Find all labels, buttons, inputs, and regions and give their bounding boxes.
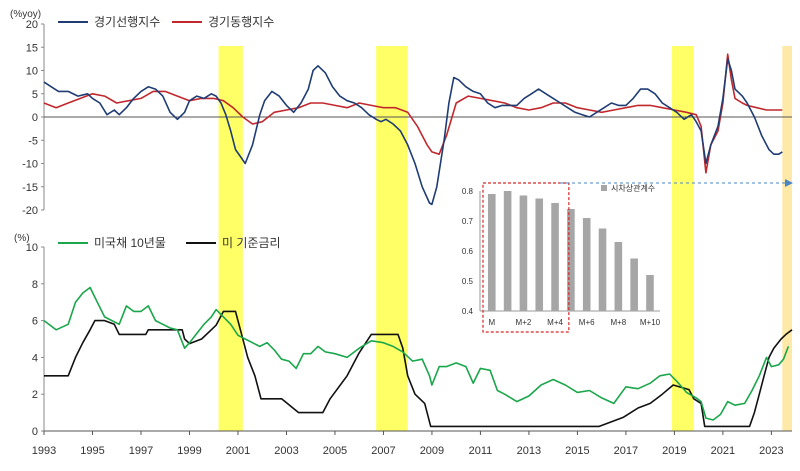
inset-bar-M+4 bbox=[551, 203, 559, 311]
inset-highlight-box bbox=[482, 182, 570, 333]
series-line-ust-10y bbox=[43, 286, 790, 421]
legend-leading-index-label: 경기선행지수 bbox=[94, 14, 160, 29]
inset-x-tick-label: M+6 bbox=[579, 318, 595, 327]
legend-ust-10y-label: 미국채 10년물 bbox=[94, 236, 166, 250]
inset-x-tick-label: M+10 bbox=[640, 318, 661, 327]
top-y-tick-label: -10 bbox=[22, 159, 38, 171]
top-y-tick-label: 15 bbox=[26, 42, 38, 54]
x-tick-label: 2023 bbox=[759, 445, 783, 457]
inset-bar-M+7 bbox=[598, 228, 607, 311]
shade-period-3 bbox=[671, 46, 694, 431]
inset-y-tick-label: 0.7 bbox=[462, 217, 474, 226]
x-tick-label: 1995 bbox=[80, 445, 104, 457]
x-tick-label: 1999 bbox=[177, 445, 201, 457]
inset-y-tick-label: 0.8 bbox=[462, 187, 474, 196]
arrow-head bbox=[785, 179, 793, 187]
bottom-y-tick-label: 2 bbox=[32, 389, 38, 401]
top-y-tick-label: 0 bbox=[32, 112, 38, 124]
inset-x-tick-label: M+4 bbox=[547, 318, 563, 327]
shade-period-2 bbox=[376, 46, 408, 431]
x-tick-label: 2019 bbox=[662, 445, 686, 457]
inset-bar-chart: 0.8 0.7 0.6 0.5 0.4 M M+2 M+4 M+6 M+8 M+10 시차상관계수 bbox=[444, 178, 666, 338]
x-tick-label: 2007 bbox=[371, 445, 395, 457]
inset-bar-M+5 bbox=[567, 209, 575, 311]
bottom-y-tick-label: 8 bbox=[32, 279, 38, 291]
shade-period-1 bbox=[218, 46, 243, 431]
inset-bar-M+3 bbox=[535, 198, 544, 311]
bottom-y-tick-label: 0 bbox=[32, 426, 38, 438]
top-y-unit: (%yoy) bbox=[10, 9, 41, 20]
x-tick-label: 2003 bbox=[274, 445, 298, 457]
inset-x-tick-label: M+2 bbox=[516, 318, 532, 327]
series-lines bbox=[43, 53, 793, 428]
series-line-fed-funds-rate bbox=[44, 310, 793, 428]
inset-y-tick-label: 0.4 bbox=[462, 307, 474, 316]
inset-y-tick-label: 0.6 bbox=[462, 247, 474, 256]
series-line-leading-index bbox=[43, 58, 783, 206]
inset-x-tick-label: M bbox=[488, 318, 495, 327]
x-tick-label: 2021 bbox=[711, 445, 735, 457]
shade-period-4 bbox=[782, 46, 792, 431]
bottom-y-tick-label: 4 bbox=[32, 352, 38, 364]
x-tick-label: 2001 bbox=[226, 445, 250, 457]
x-tick-label: 2017 bbox=[614, 445, 638, 457]
x-tick-label: 1993 bbox=[32, 445, 56, 457]
x-tick-label: 2011 bbox=[469, 445, 493, 457]
top-y-tick-label: 10 bbox=[26, 66, 38, 78]
inset-bar-M+2 bbox=[519, 195, 528, 311]
x-tick-label: 2015 bbox=[565, 445, 589, 457]
bottom-y-tick-label: 6 bbox=[32, 316, 38, 328]
x-tick-label: 2009 bbox=[420, 445, 444, 457]
top-y-tick-label: 5 bbox=[32, 89, 38, 101]
reference-arrow bbox=[560, 179, 793, 187]
x-tick-label: 2013 bbox=[517, 445, 541, 457]
x-tick-label: 2005 bbox=[323, 445, 347, 457]
inset-legend-swatch bbox=[601, 185, 607, 191]
inset-bar-M+8 bbox=[614, 242, 623, 311]
inset-y-tick-label: 0.5 bbox=[462, 277, 474, 286]
legend-fed-funds-rate-label: 미 기준금리 bbox=[222, 236, 281, 250]
x-tick-label: 1997 bbox=[129, 445, 153, 457]
inset-x-tick-label: M+8 bbox=[610, 318, 626, 327]
top-y-tick-label: 20 bbox=[26, 19, 38, 31]
bottom-y-tick-label: 10 bbox=[26, 242, 38, 254]
bottom-y-unit: (%) bbox=[14, 233, 30, 244]
inset-bar-M bbox=[488, 194, 496, 311]
inset-bar-M+1 bbox=[503, 191, 512, 311]
top-y-tick-label: -20 bbox=[22, 205, 38, 217]
inset-bar-M+9 bbox=[630, 258, 638, 311]
inset-bar-M+10 bbox=[646, 275, 654, 311]
inset-legend-label: 시차상관계수 bbox=[611, 183, 655, 193]
series-line-coincident-index bbox=[43, 53, 783, 174]
inset-bar-M+6 bbox=[582, 218, 591, 311]
top-y-tick-label: -15 bbox=[22, 182, 38, 194]
top-y-tick-label: -5 bbox=[28, 135, 38, 147]
legend-coincident-index-label: 경기동행지수 bbox=[208, 14, 274, 29]
